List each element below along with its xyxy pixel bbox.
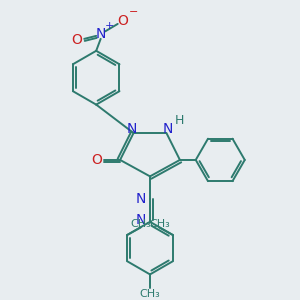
Text: CH₃: CH₃ bbox=[149, 220, 170, 230]
Text: O: O bbox=[71, 33, 82, 47]
Text: O: O bbox=[91, 153, 102, 167]
Text: H: H bbox=[175, 114, 184, 127]
Text: N: N bbox=[95, 27, 106, 41]
Text: CH₃: CH₃ bbox=[140, 289, 160, 299]
Text: N: N bbox=[127, 122, 137, 136]
Text: CH₃: CH₃ bbox=[130, 220, 151, 230]
Text: N: N bbox=[136, 213, 146, 227]
Text: N: N bbox=[163, 122, 173, 136]
Text: −: − bbox=[129, 7, 138, 17]
Text: O: O bbox=[118, 14, 128, 28]
Text: +: + bbox=[104, 21, 114, 31]
Text: N: N bbox=[136, 192, 146, 206]
